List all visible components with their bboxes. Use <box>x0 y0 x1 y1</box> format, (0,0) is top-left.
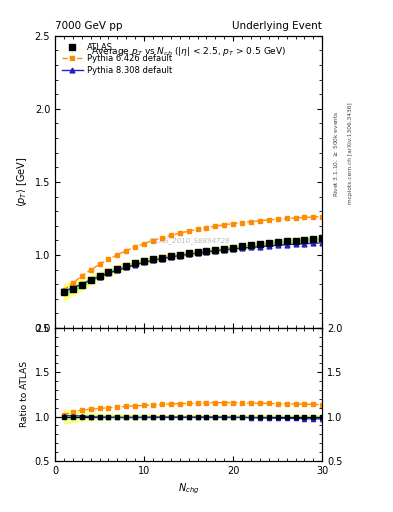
Text: 7000 GeV pp: 7000 GeV pp <box>55 22 123 31</box>
Text: mcplots.cern.ch [arXiv:1306.3436]: mcplots.cern.ch [arXiv:1306.3436] <box>348 103 353 204</box>
X-axis label: $N_{chg}$: $N_{chg}$ <box>178 481 199 496</box>
Y-axis label: $\langle p_T \rangle$ [GeV]: $\langle p_T \rangle$ [GeV] <box>15 157 29 207</box>
Text: Average $p_T$ vs $N_{ch}$ ($|\eta|$ < 2.5, $p_T$ > 0.5 GeV): Average $p_T$ vs $N_{ch}$ ($|\eta|$ < 2.… <box>91 45 286 58</box>
Text: ATLAS_2010_S8894728: ATLAS_2010_S8894728 <box>147 237 230 244</box>
Legend: ATLAS, Pythia 6.426 default, Pythia 8.308 default: ATLAS, Pythia 6.426 default, Pythia 8.30… <box>59 40 174 77</box>
Text: Rivet 3.1.10, $\geq$ 500k events: Rivet 3.1.10, $\geq$ 500k events <box>332 111 340 197</box>
Text: Underlying Event: Underlying Event <box>232 22 322 31</box>
Y-axis label: Ratio to ATLAS: Ratio to ATLAS <box>20 361 29 428</box>
